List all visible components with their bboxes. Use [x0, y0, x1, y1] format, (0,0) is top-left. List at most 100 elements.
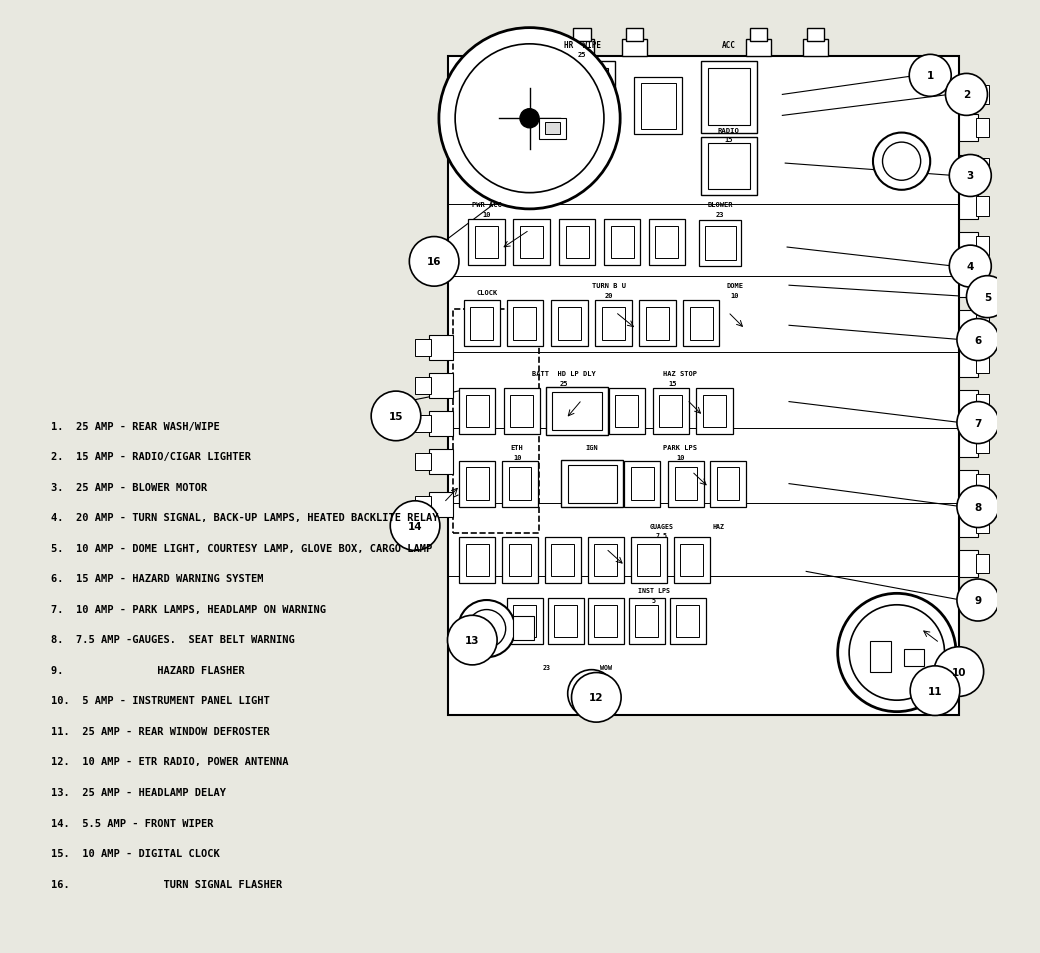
- Bar: [690, 308, 712, 340]
- Bar: [959, 271, 978, 297]
- Bar: [680, 544, 703, 577]
- Text: 25: 25: [560, 380, 568, 386]
- Text: 10: 10: [676, 455, 684, 460]
- Bar: [520, 227, 543, 259]
- Bar: [649, 220, 685, 266]
- Bar: [502, 537, 538, 583]
- Bar: [717, 468, 739, 500]
- Text: 15: 15: [389, 412, 404, 421]
- Bar: [514, 617, 535, 640]
- Bar: [573, 29, 591, 42]
- Bar: [552, 393, 602, 431]
- Bar: [595, 544, 618, 577]
- Bar: [976, 435, 989, 454]
- Text: 12.  10 AMP - ETR RADIO, POWER ANTENNA: 12. 10 AMP - ETR RADIO, POWER ANTENNA: [51, 757, 288, 766]
- Text: 8: 8: [974, 502, 982, 512]
- Circle shape: [458, 600, 515, 658]
- Bar: [699, 221, 742, 267]
- Bar: [653, 389, 688, 435]
- Bar: [976, 555, 989, 574]
- Circle shape: [410, 237, 459, 287]
- Bar: [556, 69, 607, 126]
- Text: RADIO: RADIO: [718, 128, 739, 133]
- Text: 16: 16: [426, 257, 441, 267]
- Bar: [506, 598, 543, 644]
- Bar: [466, 395, 489, 428]
- Bar: [976, 159, 989, 178]
- Bar: [976, 515, 989, 534]
- Bar: [551, 544, 574, 577]
- Bar: [640, 301, 676, 347]
- Bar: [502, 461, 538, 507]
- Text: 14.  5.5 AMP - FRONT WIPER: 14. 5.5 AMP - FRONT WIPER: [51, 818, 213, 827]
- Text: ETH: ETH: [511, 445, 523, 451]
- Circle shape: [572, 673, 621, 722]
- Bar: [570, 40, 595, 57]
- Text: 1.  25 AMP - REAR WASH/WIPE: 1. 25 AMP - REAR WASH/WIPE: [51, 421, 219, 431]
- Text: 5: 5: [651, 598, 655, 603]
- Bar: [464, 301, 500, 347]
- Bar: [604, 220, 641, 266]
- Circle shape: [934, 647, 984, 697]
- Text: 12: 12: [589, 693, 603, 702]
- Bar: [466, 544, 489, 577]
- Bar: [976, 197, 989, 216]
- Bar: [807, 29, 825, 42]
- Bar: [976, 119, 989, 138]
- Bar: [634, 78, 682, 135]
- Text: 6.  15 AMP - HAZARD WARNING SYSTEM: 6. 15 AMP - HAZARD WARNING SYSTEM: [51, 574, 263, 583]
- Bar: [415, 416, 432, 433]
- Text: DOME: DOME: [726, 283, 744, 289]
- Text: 23: 23: [543, 664, 551, 670]
- Bar: [703, 395, 726, 428]
- Text: 15: 15: [669, 380, 677, 386]
- Bar: [511, 395, 534, 428]
- Circle shape: [568, 670, 616, 718]
- Bar: [610, 227, 633, 259]
- Text: 13.  25 AMP - HEADLAMP DELAY: 13. 25 AMP - HEADLAMP DELAY: [51, 787, 226, 797]
- Text: 25: 25: [578, 52, 587, 58]
- Circle shape: [849, 605, 944, 700]
- Bar: [608, 389, 645, 435]
- Bar: [630, 537, 667, 583]
- Text: 10.  5 AMP - INSTRUMENT PANEL LIGHT: 10. 5 AMP - INSTRUMENT PANEL LIGHT: [51, 696, 269, 705]
- Circle shape: [883, 143, 920, 181]
- Text: 15.  10 AMP - DIGITAL CLOCK: 15. 10 AMP - DIGITAL CLOCK: [51, 848, 219, 858]
- Bar: [708, 69, 750, 126]
- Circle shape: [520, 110, 539, 129]
- Bar: [545, 537, 581, 583]
- Text: BLOWER: BLOWER: [707, 202, 733, 208]
- Bar: [514, 605, 537, 638]
- Bar: [959, 471, 978, 497]
- Text: 7.  10 AMP - PARK LAMPS, HEADLAMP ON WARNING: 7. 10 AMP - PARK LAMPS, HEADLAMP ON WARN…: [51, 604, 326, 614]
- Bar: [430, 493, 453, 517]
- Text: 9.               HAZARD FLASHER: 9. HAZARD FLASHER: [51, 665, 244, 675]
- Bar: [549, 62, 616, 133]
- Bar: [415, 339, 432, 356]
- Bar: [602, 308, 625, 340]
- Text: 13: 13: [465, 636, 479, 645]
- Text: PARK LPS: PARK LPS: [664, 445, 697, 451]
- Bar: [475, 227, 498, 259]
- Bar: [487, 84, 521, 130]
- Bar: [554, 605, 577, 638]
- Text: 9: 9: [974, 596, 982, 605]
- Bar: [430, 412, 453, 436]
- Text: 6: 6: [974, 335, 982, 345]
- Text: HR  WIPE: HR WIPE: [564, 41, 600, 51]
- Bar: [674, 537, 710, 583]
- Bar: [415, 497, 432, 514]
- Bar: [588, 598, 624, 644]
- Circle shape: [957, 486, 998, 528]
- Bar: [750, 29, 768, 42]
- Bar: [697, 389, 733, 435]
- Bar: [976, 236, 989, 255]
- Text: INST LPS: INST LPS: [638, 588, 670, 594]
- Bar: [710, 461, 746, 507]
- Bar: [905, 649, 924, 666]
- Text: 14: 14: [408, 521, 422, 531]
- Circle shape: [910, 666, 960, 716]
- Text: 5: 5: [984, 293, 991, 302]
- Bar: [959, 233, 978, 259]
- Bar: [959, 391, 978, 417]
